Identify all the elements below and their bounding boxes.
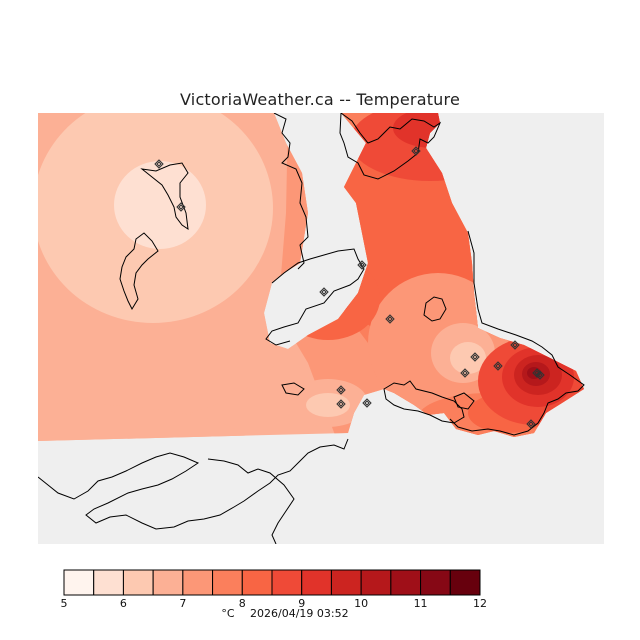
station-marker bbox=[357, 260, 367, 270]
station-marker bbox=[470, 352, 480, 362]
legend-tick-label: 10 bbox=[354, 597, 368, 610]
legend-tick-label: 5 bbox=[61, 597, 68, 610]
coastline-island-sw bbox=[281, 382, 305, 396]
coastline-island-west bbox=[119, 232, 159, 311]
station-marker-inner bbox=[178, 204, 184, 210]
coastline-mainland-south bbox=[38, 438, 349, 530]
station-marker bbox=[460, 368, 470, 378]
station-marker-inner bbox=[321, 289, 327, 295]
station-marker-inner bbox=[472, 354, 478, 360]
coastline-island-north bbox=[140, 162, 189, 231]
station-markers bbox=[154, 146, 545, 429]
station-marker bbox=[493, 361, 503, 371]
legend-swatch bbox=[93, 569, 124, 596]
station-marker-inner bbox=[495, 363, 501, 369]
station-marker bbox=[411, 146, 421, 156]
station-marker bbox=[362, 398, 372, 408]
legend-tick-label: 12 bbox=[473, 597, 487, 610]
station-marker-inner bbox=[156, 161, 162, 167]
coastline-north bbox=[273, 113, 309, 270]
station-marker-inner bbox=[338, 387, 344, 393]
station-marker-inner bbox=[528, 421, 534, 427]
station-marker bbox=[336, 385, 346, 395]
legend-tick-label: 9 bbox=[298, 597, 305, 610]
station-marker-inner bbox=[512, 342, 518, 348]
legend-tick-label: 8 bbox=[239, 597, 246, 610]
station-marker bbox=[176, 202, 186, 212]
legend-swatch bbox=[212, 569, 243, 596]
station-marker-inner bbox=[364, 400, 370, 406]
station-marker bbox=[535, 370, 545, 380]
coastline-island-se bbox=[453, 392, 475, 410]
station-marker-inner bbox=[413, 148, 419, 154]
legend-tick-label: 7 bbox=[179, 597, 186, 610]
legend-swatch bbox=[330, 569, 362, 596]
legend-swatch bbox=[241, 569, 273, 596]
station-marker-inner bbox=[537, 372, 543, 378]
coastline-east bbox=[449, 230, 585, 436]
legend-swatch bbox=[390, 569, 422, 596]
legend-color-bar bbox=[63, 569, 481, 596]
coastlines bbox=[38, 113, 585, 544]
coastline-island-mid bbox=[423, 296, 447, 322]
legend-tick-labels: 5 6 7 8 9 10 11 12 bbox=[61, 597, 488, 610]
station-marker-inner bbox=[359, 262, 365, 268]
legend-swatch bbox=[420, 569, 451, 596]
unit-label: °C bbox=[221, 607, 235, 620]
station-marker bbox=[319, 287, 329, 297]
station-marker-inner bbox=[338, 401, 344, 407]
map-footer: °C 2026/04/19 03:52 bbox=[0, 607, 570, 620]
legend-tick-label: 6 bbox=[120, 597, 127, 610]
station-marker bbox=[385, 314, 395, 324]
coastline-mainland-south-2 bbox=[207, 458, 295, 544]
legend-tick-label: 11 bbox=[414, 597, 428, 610]
legend-swatch bbox=[182, 569, 214, 596]
color-legend: 5 6 7 8 9 10 11 12 bbox=[61, 569, 488, 610]
legend-swatch bbox=[63, 569, 95, 596]
legend-swatch bbox=[271, 569, 303, 596]
legend-swatch bbox=[360, 569, 392, 596]
station-marker bbox=[510, 340, 520, 350]
station-marker-inner bbox=[462, 370, 468, 376]
station-marker bbox=[526, 419, 536, 429]
station-marker bbox=[336, 399, 346, 409]
legend-swatch bbox=[152, 569, 184, 596]
coastline-strait bbox=[265, 248, 365, 346]
map-title: VictoriaWeather.ca -- Temperature bbox=[180, 90, 460, 109]
temperature-map bbox=[38, 113, 604, 544]
timestamp: 2026/04/19 03:52 bbox=[250, 607, 349, 620]
legend-swatch bbox=[122, 569, 154, 596]
coastline-south-islands bbox=[383, 380, 465, 424]
legend-swatch bbox=[449, 569, 481, 596]
station-marker bbox=[154, 159, 164, 169]
station-marker-inner bbox=[387, 316, 393, 322]
coastline-peninsula bbox=[339, 113, 442, 180]
legend-swatch bbox=[301, 569, 332, 596]
